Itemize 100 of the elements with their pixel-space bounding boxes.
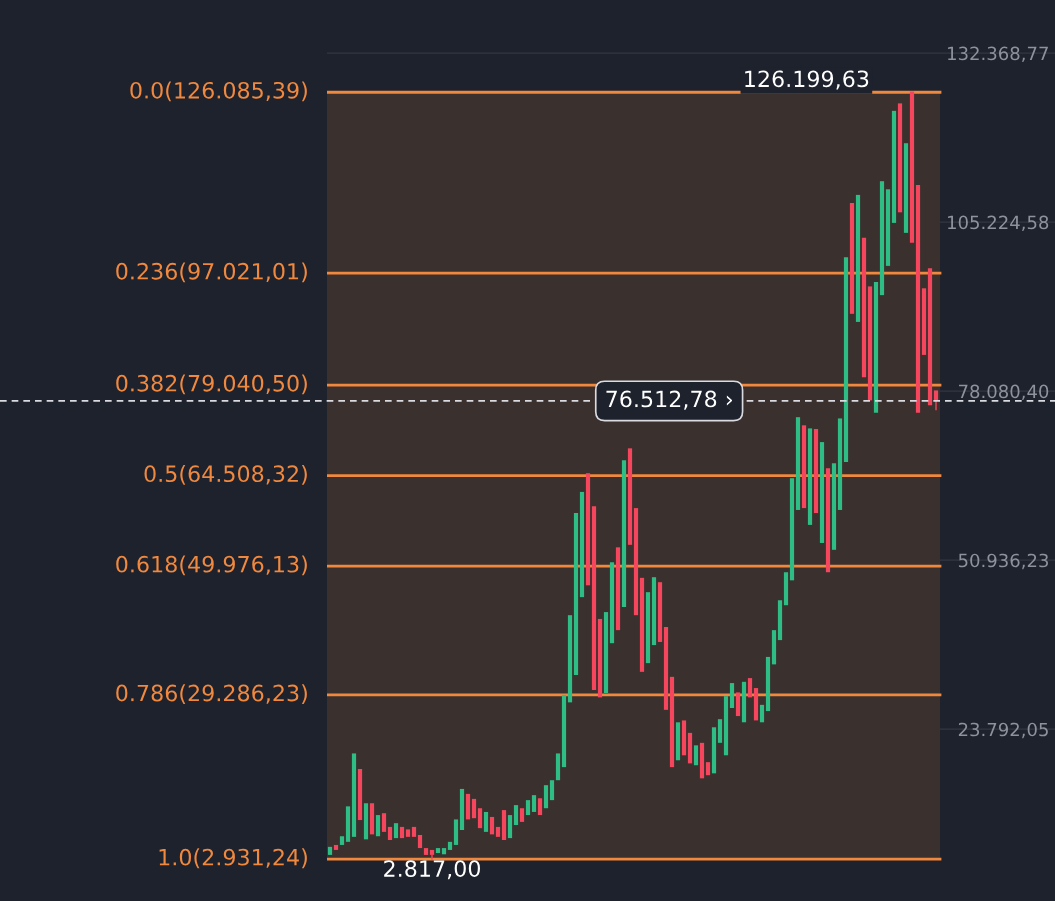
ref-line-label: 0.382(79.040,50) <box>116 374 307 395</box>
candlestick <box>549 780 555 801</box>
ref-line-label: 0.618(49.976,13) <box>116 555 307 576</box>
candlestick <box>429 849 435 861</box>
candlestick <box>843 257 849 463</box>
candlestick <box>435 848 441 854</box>
candlestick <box>729 683 735 708</box>
candlestick <box>561 694 567 768</box>
candlestick <box>831 463 837 550</box>
candlestick <box>657 582 663 642</box>
candlestick <box>609 562 615 644</box>
candlestick <box>453 819 459 845</box>
candlestick <box>489 816 495 835</box>
candlestick <box>849 202 855 314</box>
y-tick-label: 23.792,05 <box>958 722 1048 739</box>
candlestick <box>459 788 465 831</box>
candlestick <box>327 846 333 855</box>
candlestick <box>519 808 525 822</box>
candlestick <box>363 803 369 840</box>
y-tick-label: 78.080,40 <box>959 384 1049 401</box>
candlestick <box>381 813 387 832</box>
candlestick <box>903 143 909 233</box>
candlestick <box>645 592 651 664</box>
candlestick <box>735 692 741 717</box>
annotation: 2.817,00 <box>384 860 480 880</box>
candlestick <box>837 418 843 510</box>
candlestick <box>807 428 813 525</box>
ref-line-label: 1.0(2.931,24) <box>159 848 307 869</box>
y-tick-label: 132.368,77 <box>948 46 1048 63</box>
candlestick <box>759 704 765 723</box>
candlestick <box>603 612 609 694</box>
candlestick <box>621 460 627 608</box>
candlestick <box>669 676 675 768</box>
candlestick <box>819 442 825 543</box>
candlestick <box>615 547 621 631</box>
candlestick <box>567 615 573 703</box>
candlestick <box>555 753 561 781</box>
candlestick <box>507 815 513 839</box>
candlestick <box>591 506 597 690</box>
candlestick <box>477 808 483 829</box>
candlestick <box>369 803 375 835</box>
candlestick <box>741 681 747 723</box>
candlestick <box>699 742 705 779</box>
candlestick <box>339 836 345 845</box>
candlestick <box>483 811 489 832</box>
candlestick <box>405 829 411 837</box>
candlestick <box>855 194 861 322</box>
candlestick <box>915 184 921 413</box>
candlestick <box>351 753 357 837</box>
candlestick <box>927 268 933 406</box>
candlestick <box>825 468 831 573</box>
candlestick <box>717 719 723 743</box>
candlestick <box>423 848 429 855</box>
candlestick <box>879 181 885 296</box>
candlestick <box>525 800 531 816</box>
candlestick <box>447 841 453 850</box>
candlestick <box>537 798 543 816</box>
candlestick <box>801 425 807 509</box>
candlestick <box>375 815 381 837</box>
candlestick <box>579 491 585 598</box>
candlestick <box>867 286 873 401</box>
candlestick <box>861 237 867 378</box>
candlestick <box>897 103 903 213</box>
candlestick <box>417 835 423 849</box>
candlestick <box>651 577 657 646</box>
candlestick <box>411 826 417 837</box>
candlestick <box>687 732 693 764</box>
candlestick <box>747 678 753 698</box>
ref-line-label: 0.0(126.085,39) <box>130 81 307 102</box>
annotation: 126.199,63 <box>745 70 869 90</box>
candlestick <box>765 656 771 712</box>
candlestick <box>543 785 549 809</box>
candlestick <box>441 848 447 855</box>
candlestick <box>711 727 717 774</box>
candlestick <box>471 798 477 819</box>
candlestick <box>723 696 729 756</box>
candlestick <box>333 844 339 850</box>
ref-line-label: 76.512,78 › <box>606 390 732 410</box>
candlestick <box>345 806 351 842</box>
candlestick <box>783 572 789 606</box>
candlestick <box>891 110 897 223</box>
candlestick <box>585 473 591 586</box>
candlestick <box>921 288 927 355</box>
candlestick <box>399 826 405 839</box>
ref-line-label: 0.5(64.508,32) <box>144 464 307 485</box>
candlestick <box>357 768 363 821</box>
candlestick <box>795 417 801 510</box>
candlestick <box>753 688 759 721</box>
y-tick-label: 105.224,58 <box>948 215 1049 232</box>
candlestick <box>885 189 891 266</box>
candlestick <box>789 478 795 581</box>
y-tick-label: 50.936,23 <box>958 553 1048 570</box>
ref-line-label: 0.236(97.021,01) <box>116 262 307 283</box>
candlestick <box>873 282 879 413</box>
candlestick <box>909 91 915 243</box>
candlestick <box>933 390 939 412</box>
candlestick <box>573 513 579 675</box>
candlestick <box>681 720 687 756</box>
candlestick <box>663 627 669 710</box>
ref-line-label: 0.786(29.286,23) <box>116 684 307 705</box>
